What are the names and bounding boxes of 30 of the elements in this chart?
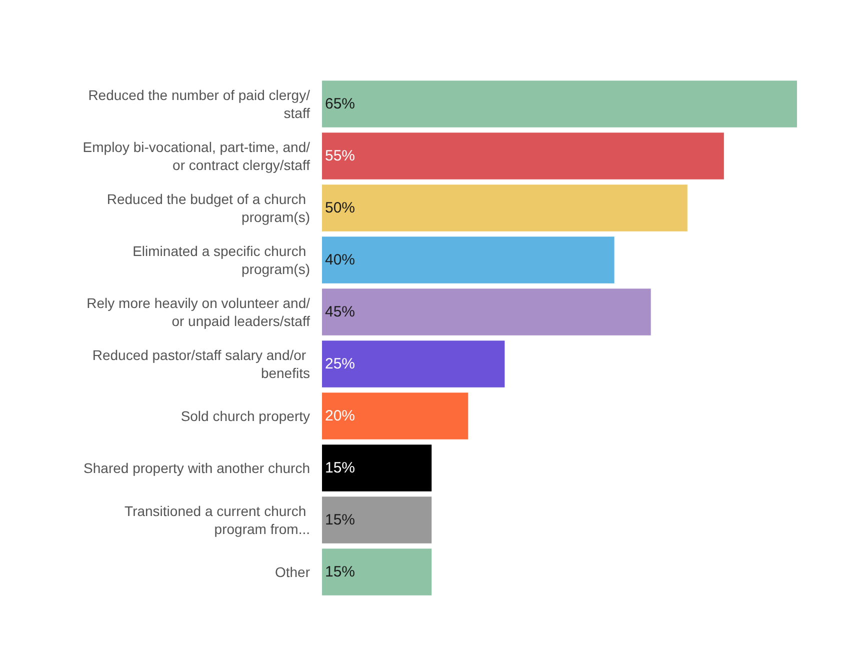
bar [322,548,432,596]
data-label: 15% [325,460,356,476]
y-tick-label: Reduced the budget of a church program(s) [106,191,310,225]
data-label: 15% [325,564,356,580]
y-tick-label: Reduced the number of paid clergy/staff [88,87,310,121]
data-label: 25% [325,356,356,372]
y-tick-label: Shared property with another church [84,460,310,476]
bar [322,340,505,388]
y-tick-label: Reduced pastor/staff salary and/or benefits [92,347,310,381]
data-label: 55% [325,148,356,164]
data-label: 40% [325,252,356,268]
bar [322,184,688,232]
data-label: 20% [325,408,356,424]
y-tick-label: Eliminated a specific church program(s) [132,243,310,277]
y-tick-label: Employ bi-vocational, part-time, and/or contract clergy/staff [82,139,310,173]
y-tick-label: Transitioned a current church program from... [124,503,310,537]
data-label: 15% [325,512,356,528]
bar [322,132,724,180]
bar [322,236,614,284]
bar [322,392,468,440]
data-label: 50% [325,200,356,216]
y-tick-label: Other [274,564,310,580]
y-tick-label: Sold church property [180,408,310,424]
data-label: 45% [325,304,356,320]
y-tick-label: Rely more heavily on volunteer and/or unpaid leaders/staff [86,295,310,329]
bar [322,444,432,492]
bar [322,80,797,128]
bar [322,288,651,336]
bar [322,496,432,544]
data-label: 65% [325,96,356,112]
